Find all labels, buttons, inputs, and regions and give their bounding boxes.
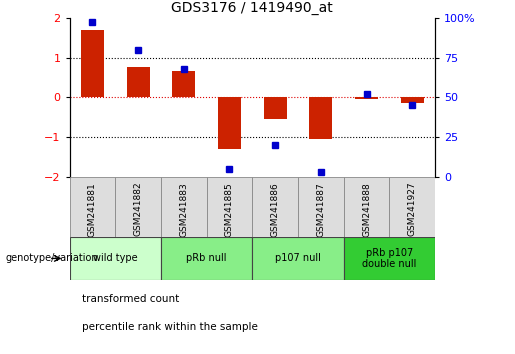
Bar (355, 97, 378, 99)
FancyBboxPatch shape (344, 237, 435, 280)
Title: GDS3176 / 1419490_at: GDS3176 / 1419490_at (171, 1, 333, 15)
Bar (127, 68, 149, 97)
Bar (310, 97, 332, 139)
FancyBboxPatch shape (161, 237, 252, 280)
Text: GSM241882: GSM241882 (133, 182, 143, 236)
FancyBboxPatch shape (344, 177, 389, 237)
Text: percentile rank within the sample: percentile rank within the sample (82, 322, 259, 332)
Text: GSM241887: GSM241887 (316, 182, 325, 236)
FancyBboxPatch shape (115, 177, 161, 237)
Text: pRb null: pRb null (186, 253, 227, 263)
FancyBboxPatch shape (70, 177, 115, 237)
Text: GSM241886: GSM241886 (271, 182, 280, 236)
Text: p107 null: p107 null (275, 253, 321, 263)
Text: GSM241888: GSM241888 (362, 182, 371, 236)
Text: GSM241883: GSM241883 (179, 182, 188, 236)
Text: GSM241885: GSM241885 (225, 182, 234, 236)
FancyBboxPatch shape (70, 237, 161, 280)
FancyBboxPatch shape (389, 177, 435, 237)
Text: genotype/variation: genotype/variation (5, 253, 98, 263)
Bar (264, 97, 287, 119)
Text: wild type: wild type (93, 253, 138, 263)
FancyBboxPatch shape (207, 177, 252, 237)
Bar (218, 97, 241, 149)
Bar (81, 30, 104, 97)
FancyBboxPatch shape (252, 177, 298, 237)
Text: GSM241881: GSM241881 (88, 182, 97, 236)
FancyBboxPatch shape (252, 237, 344, 280)
Bar (173, 72, 195, 97)
Text: pRb p107
double null: pRb p107 double null (362, 247, 417, 269)
FancyBboxPatch shape (298, 177, 344, 237)
FancyBboxPatch shape (161, 177, 207, 237)
Text: GSM241927: GSM241927 (408, 182, 417, 236)
Text: transformed count: transformed count (82, 294, 180, 304)
Bar (401, 97, 424, 103)
